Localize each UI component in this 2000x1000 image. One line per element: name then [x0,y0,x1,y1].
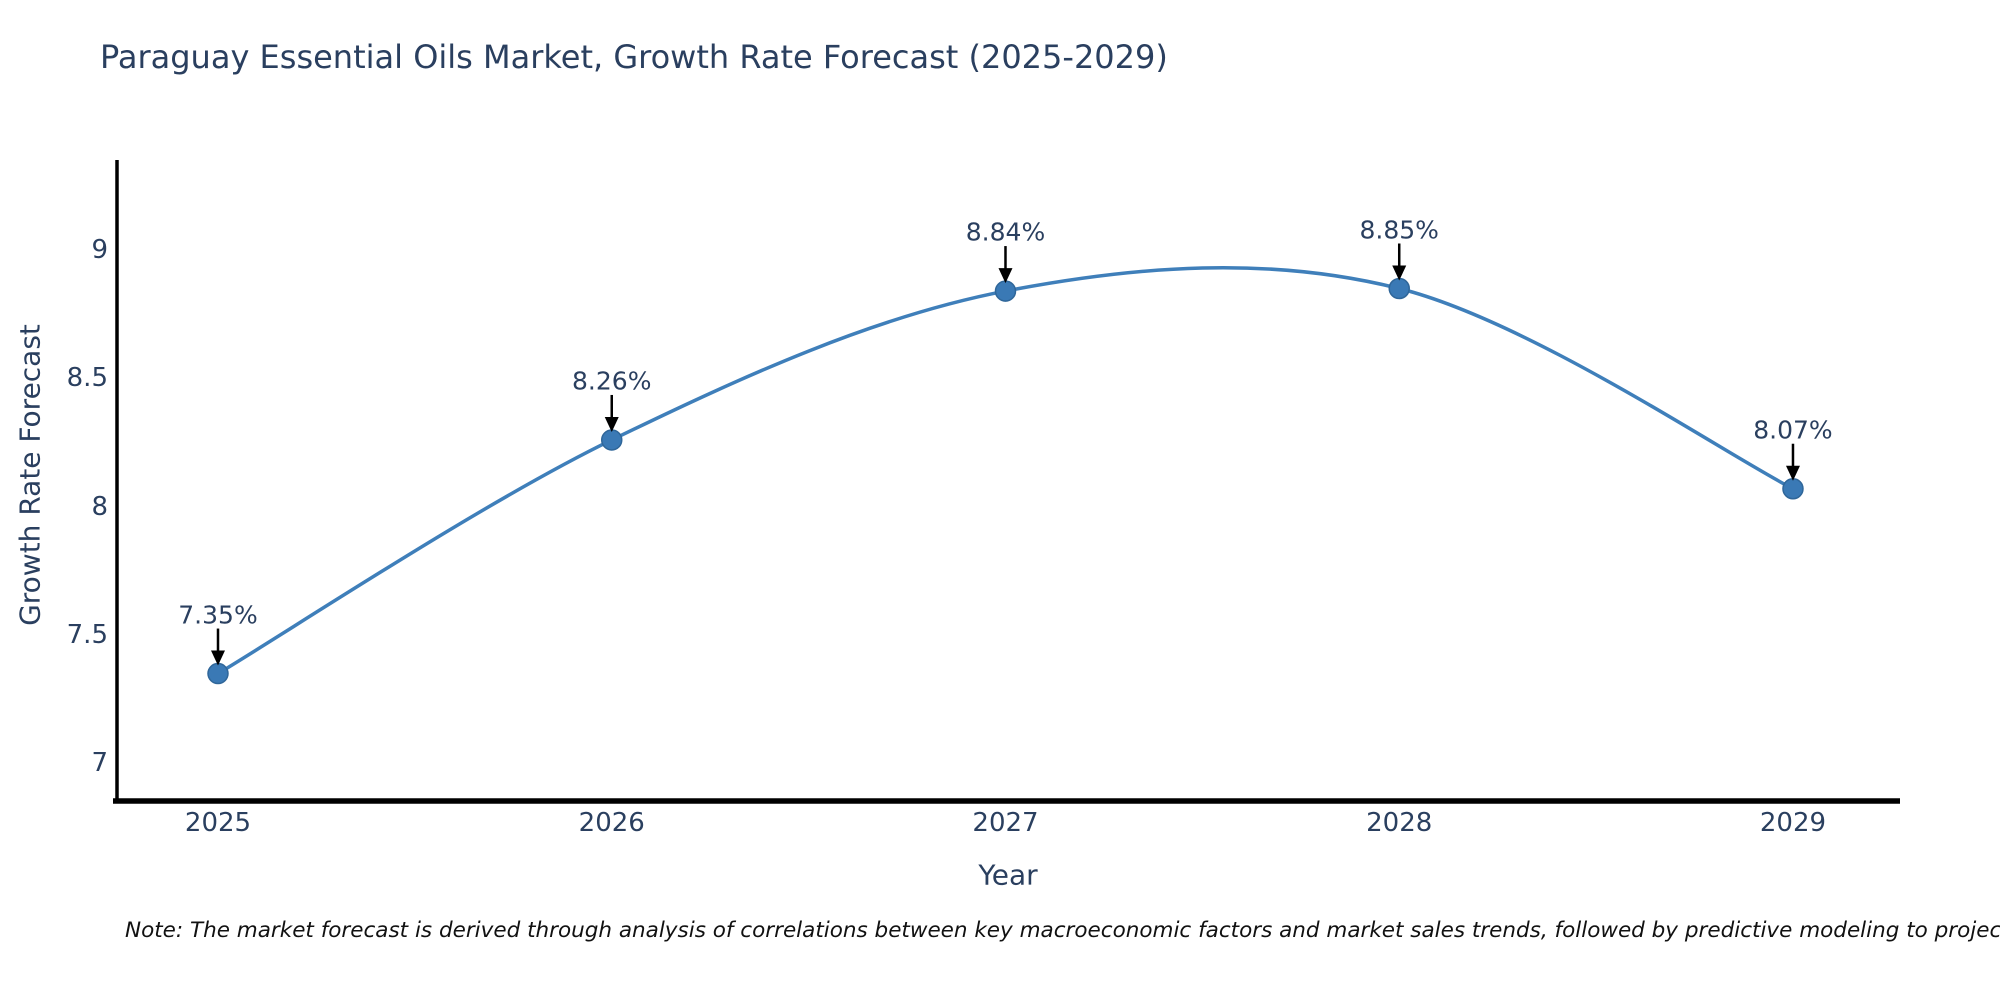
data-point-marker [994,280,1017,302]
forecast-line [216,265,1795,676]
chart-title: Paraguay Essential Oils Market, Growth R… [100,38,1168,76]
annotation-arrow-head [210,650,225,666]
data-point-marker [600,429,623,451]
annotation-arrow-head [604,416,619,432]
data-point-marker [207,662,229,685]
data-point-marker [1388,277,1410,300]
footnote: Note: The market forecast is derived thr… [125,918,2000,943]
x-axis-title: Year [978,858,1038,892]
annotation-arrow-head [998,268,1013,284]
annotation-arrow-head [1392,265,1407,281]
data-point-marker [1782,477,1804,500]
annotation-arrow-head [1785,465,1800,481]
